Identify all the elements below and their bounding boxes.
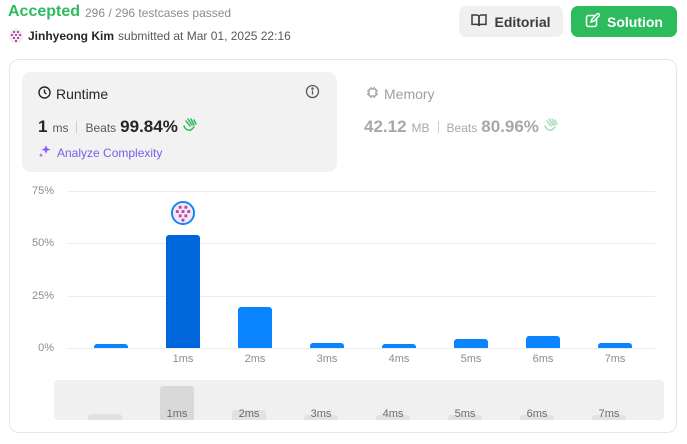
- memory-value: 42.12: [364, 117, 407, 136]
- solution-button[interactable]: Solution: [571, 6, 677, 37]
- x-tick-label: 3ms: [316, 353, 338, 365]
- chart-bar[interactable]: [454, 338, 488, 348]
- chart-bar[interactable]: [166, 234, 200, 348]
- runtime-distribution-chart: 75% 50% 25% 0% 1ms 2ms 3ms 4ms 5ms 6ms 7ms: [0, 180, 687, 370]
- info-icon[interactable]: [305, 84, 320, 104]
- editorial-label: Editorial: [494, 13, 551, 30]
- mini-bar: [304, 414, 338, 420]
- runtime-beats-value: 99.84%: [120, 117, 178, 136]
- x-tick-label: 1ms: [172, 353, 194, 365]
- runtime-title-text: Runtime: [56, 86, 109, 102]
- mini-bar: [448, 414, 482, 420]
- editorial-button[interactable]: Editorial: [459, 6, 563, 37]
- mini-x-label: 6ms: [526, 408, 548, 420]
- gridline: [68, 295, 655, 297]
- chart-bar[interactable]: [526, 336, 560, 348]
- mini-x-label: 2ms: [238, 408, 260, 420]
- submission-header: Accepted 296 / 296 testcases passed Jinh…: [0, 0, 687, 50]
- memory-title-text: Memory: [384, 86, 435, 102]
- mini-x-label: 4ms: [382, 408, 404, 420]
- memory-beats-label: Beats: [446, 121, 478, 135]
- mini-bar: [232, 409, 266, 420]
- y-tick-label: 50%: [31, 237, 54, 250]
- memory-panel[interactable]: Memory 42.12 MB Beats 80.96%: [352, 72, 672, 172]
- runtime-beats-label: Beats: [85, 121, 117, 135]
- gridline: [68, 243, 655, 245]
- sparkle-icon: [38, 144, 52, 161]
- analyze-label: Analyze Complexity: [57, 145, 163, 160]
- clap-hands-icon: [182, 117, 198, 137]
- mini-x-label: 1ms: [166, 408, 188, 420]
- mini-x-label: 5ms: [454, 408, 476, 420]
- clock-icon: [38, 86, 51, 102]
- memory-values: 42.12 MB Beats 80.96%: [364, 117, 559, 137]
- testcases-passed: 296 / 296 testcases passed: [85, 6, 232, 20]
- chart-bar[interactable]: [598, 342, 632, 348]
- runtime-panel[interactable]: Runtime 1 ms Beats 99.84% Analyze Comple…: [22, 72, 337, 172]
- chart-bar[interactable]: [310, 342, 344, 348]
- gridline: [68, 348, 655, 349]
- submission-meta: Jinhyeong Kim submitted at Mar 01, 2025 …: [9, 28, 291, 44]
- y-tick-label: 25%: [31, 289, 54, 302]
- chart-bar[interactable]: [94, 343, 128, 348]
- gridline: [68, 191, 655, 192]
- mini-x-label: 7ms: [598, 408, 620, 420]
- y-tick-label: 75%: [31, 185, 54, 197]
- x-tick-label: 4ms: [388, 353, 410, 365]
- runtime-values: 1 ms Beats 99.84%: [38, 117, 198, 137]
- x-tick-label: 7ms: [604, 353, 626, 365]
- edit-icon: [585, 11, 602, 31]
- analyze-complexity-link[interactable]: Analyze Complexity: [38, 144, 162, 161]
- x-tick-label: 5ms: [460, 353, 482, 365]
- user-avatar-marker: [171, 200, 195, 225]
- submitted-at: submitted at Mar 01, 2025 22:16: [118, 29, 291, 43]
- memory-title: Memory: [366, 86, 435, 102]
- chart-bar[interactable]: [382, 343, 416, 348]
- chart-range-scroller[interactable]: 1ms 2ms 3ms 4ms 5ms 6ms 7ms: [54, 380, 664, 420]
- runtime-unit: ms: [52, 121, 69, 135]
- mini-bar: [160, 386, 194, 420]
- divider: [437, 121, 439, 133]
- runtime-value: 1: [38, 117, 48, 136]
- memory-unit: MB: [411, 121, 430, 135]
- runtime-title: Runtime: [38, 86, 108, 102]
- username-link[interactable]: Jinhyeong Kim: [28, 29, 115, 43]
- chip-icon: [366, 86, 379, 102]
- avatar[interactable]: [9, 29, 23, 43]
- solution-label: Solution: [607, 13, 663, 30]
- mini-x-label: 3ms: [310, 408, 332, 420]
- mini-bar: [520, 414, 554, 420]
- x-tick-label: 2ms: [244, 353, 266, 365]
- mini-bar: [592, 414, 626, 420]
- book-icon: [471, 13, 488, 30]
- divider: [76, 121, 78, 133]
- clap-hands-icon: [543, 117, 559, 137]
- y-tick-label: 0%: [38, 342, 54, 354]
- mini-bar: [88, 413, 122, 420]
- chart-bar[interactable]: [238, 307, 272, 348]
- mini-bar: [376, 414, 410, 420]
- memory-beats-value: 80.96%: [481, 117, 539, 136]
- x-tick-label: 6ms: [532, 353, 554, 365]
- submission-status: Accepted: [8, 3, 81, 20]
